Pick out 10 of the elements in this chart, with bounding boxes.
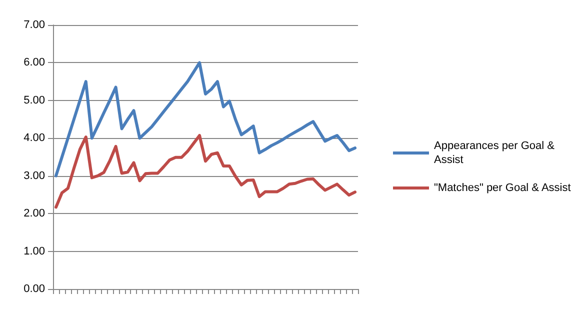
y-tick-label: 4.00	[24, 132, 45, 144]
legend-label: Appearances per Goal & Assist	[434, 140, 558, 166]
y-tick-label: 6.00	[24, 56, 45, 69]
y-tick-label: 3.00	[24, 170, 45, 182]
y-tick-label: 1.00	[24, 245, 45, 258]
y-tick-label: 2.00	[24, 208, 45, 220]
legend-label: "Matches" per Goal & Assist	[434, 182, 571, 194]
y-tick-label: 0.00	[24, 283, 45, 295]
y-tick-label: 7.00	[24, 19, 45, 31]
y-tick-label: 5.00	[24, 94, 45, 106]
